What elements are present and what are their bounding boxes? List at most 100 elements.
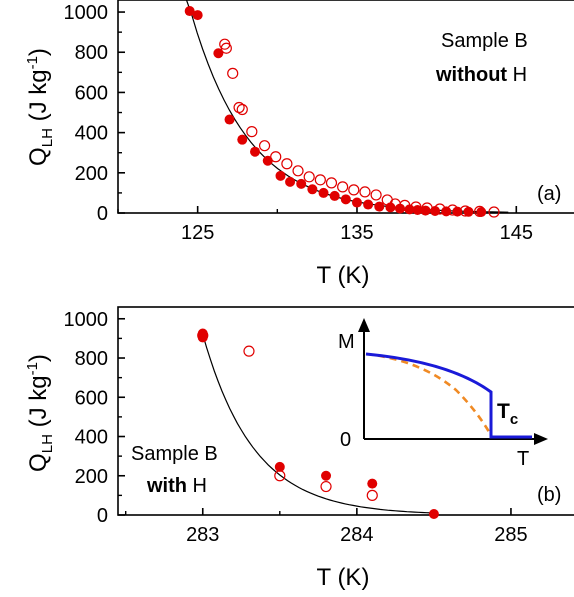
panel-b-xlabel: T (K) bbox=[317, 564, 370, 591]
panel-a-open-point bbox=[348, 184, 360, 196]
panel-a-open-point bbox=[488, 206, 500, 218]
panel-b-filled-point bbox=[321, 470, 332, 481]
panel-a-open-point bbox=[399, 199, 411, 211]
panel-a-filled-point bbox=[395, 203, 405, 214]
panel-a-open-point bbox=[474, 205, 486, 217]
panel-a-filled-point bbox=[275, 170, 286, 181]
panel-a-filled-point bbox=[441, 206, 452, 217]
inset-x-arrow bbox=[534, 433, 548, 445]
panel-a-open-point bbox=[303, 171, 315, 183]
panel-b-xtick-label: 285 bbox=[494, 524, 527, 546]
inset-schematic: M 0 T Tc bbox=[338, 316, 552, 470]
panel-b-ytick-label: 200 bbox=[75, 466, 108, 488]
panel-a-annotation-rest: H bbox=[507, 64, 527, 86]
inset-xlabel: T bbox=[517, 448, 529, 470]
panel-a-frame bbox=[117, 0, 574, 214]
panel-b-ylabel: QLH (J kg-1) bbox=[24, 354, 56, 472]
inset-dashed-curve bbox=[365, 352, 530, 439]
inset-y-arrow bbox=[358, 318, 370, 332]
panel-a-ticks: 125 135 145 0 200 400 600 800 1000 bbox=[64, 2, 533, 244]
panel-a-filled-point bbox=[329, 190, 340, 201]
panel-b-annotation-line2: with H bbox=[146, 475, 207, 497]
inset-tc-main: T bbox=[497, 400, 510, 423]
panel-b-filled-point bbox=[367, 478, 378, 489]
panel-a-ylabel-sub: LH bbox=[39, 128, 56, 147]
panel-b-ytick-label: 600 bbox=[75, 387, 108, 409]
panel-a-filled-point bbox=[374, 201, 385, 212]
panel-b-ticks: 283 284 285 0 200 400 600 800 1000 bbox=[64, 309, 528, 546]
panel-b-points bbox=[197, 328, 439, 520]
panel-a-open-point bbox=[434, 203, 446, 215]
panel-b-ytick-label: 800 bbox=[75, 348, 108, 370]
panel-a-filled-point bbox=[340, 194, 351, 205]
panel-b-ytick-label: 0 bbox=[97, 505, 108, 527]
panel-b-annotation-rest: H bbox=[187, 475, 207, 497]
panel-a-open-point bbox=[446, 204, 459, 216]
panel-a-open-point bbox=[421, 202, 433, 214]
panel-a-open-point bbox=[314, 174, 326, 186]
panel-b-open-point bbox=[197, 329, 209, 342]
panel-a-xtick-label: 135 bbox=[340, 222, 373, 244]
panel-a-open-point bbox=[227, 67, 239, 79]
panel-a-label: (a) bbox=[537, 183, 561, 205]
panel-b-ylabel-sub: LH bbox=[39, 434, 56, 453]
panel-a-filled-point bbox=[192, 10, 203, 21]
panel-b-ytick-label: 400 bbox=[75, 427, 108, 449]
panel-a-filled-point bbox=[262, 155, 273, 166]
panel-b-xtick-label: 284 bbox=[340, 524, 373, 546]
panel-a-open-point bbox=[459, 205, 471, 217]
panel-b-xtick-label: 283 bbox=[186, 524, 219, 546]
panel-b-filled-point bbox=[428, 509, 439, 520]
panel-a-xtick-label: 145 bbox=[500, 222, 533, 244]
panel-a-filled-point bbox=[296, 178, 307, 189]
panel-a-filled-point bbox=[237, 134, 248, 145]
panel-b: 283 284 285 0 200 400 600 800 1000 Sample B with… bbox=[24, 306, 574, 591]
panel-a-filled-point bbox=[250, 146, 261, 157]
panel-a-filled-point bbox=[307, 184, 318, 195]
panel-b-filled-point bbox=[274, 461, 285, 472]
panel-a-filled-point bbox=[213, 48, 224, 59]
panel-a-ytick-label: 1000 bbox=[64, 2, 109, 24]
panel-b-annotation-line1: Sample B bbox=[131, 443, 218, 465]
panel-a-open-point bbox=[292, 165, 304, 177]
panel-b-open-point bbox=[320, 480, 332, 493]
panel-b-open-point bbox=[274, 470, 286, 482]
panel-b-annotation-bold: with bbox=[146, 475, 187, 497]
inset-ylabel: M bbox=[338, 331, 355, 353]
panel-a-open-point bbox=[233, 101, 245, 114]
panel-a-ytick-label: 600 bbox=[75, 82, 108, 104]
panel-a-xlabel: T (K) bbox=[317, 262, 370, 289]
inset-background bbox=[356, 316, 552, 468]
panel-a-ylabel-units: (J kg bbox=[25, 69, 52, 128]
panel-a-ylabel-close: ) bbox=[25, 48, 52, 56]
panel-b-open-point bbox=[366, 489, 378, 501]
panel-b-ylabel-main: Q bbox=[25, 453, 52, 472]
panel-a-open-point bbox=[281, 158, 293, 170]
panel-a-ytick-label: 0 bbox=[97, 203, 108, 225]
panel-a-open-point bbox=[236, 103, 248, 116]
panel-a-open-point bbox=[246, 126, 258, 138]
panel-a-filled-point bbox=[224, 114, 235, 125]
panel-a-annotation-line1: Sample B bbox=[441, 30, 528, 52]
panel-b-frame bbox=[117, 306, 574, 516]
panel-a-points bbox=[184, 6, 500, 218]
panel-b-ylabel-units: (J kg bbox=[25, 375, 52, 434]
panel-a-ylabel-main: Q bbox=[25, 147, 52, 166]
panel-a-annotation-line2: without H bbox=[435, 64, 527, 86]
panel-b-ylabel-close: ) bbox=[25, 354, 52, 362]
panel-a-open-point bbox=[359, 186, 371, 198]
panel-a-open-point bbox=[325, 177, 338, 189]
panel-a-open-point bbox=[370, 189, 382, 201]
panel-a-filled-point bbox=[285, 176, 296, 187]
panel-a-ytick-label: 400 bbox=[75, 123, 108, 145]
inset-tc-sub: c bbox=[510, 411, 518, 428]
panel-a-xtick-label: 125 bbox=[181, 222, 214, 244]
panel-a-ytick-label: 200 bbox=[75, 163, 108, 185]
panel-a-open-point bbox=[410, 201, 422, 213]
panel-a: 125 135 145 0 200 400 600 800 1000 Sample B with… bbox=[24, 0, 574, 289]
panel-a-filled-point bbox=[318, 187, 329, 198]
inset-solid-curve bbox=[365, 352, 532, 439]
panel-a-open-point bbox=[270, 151, 282, 163]
panel-a-filled-point bbox=[184, 6, 195, 17]
